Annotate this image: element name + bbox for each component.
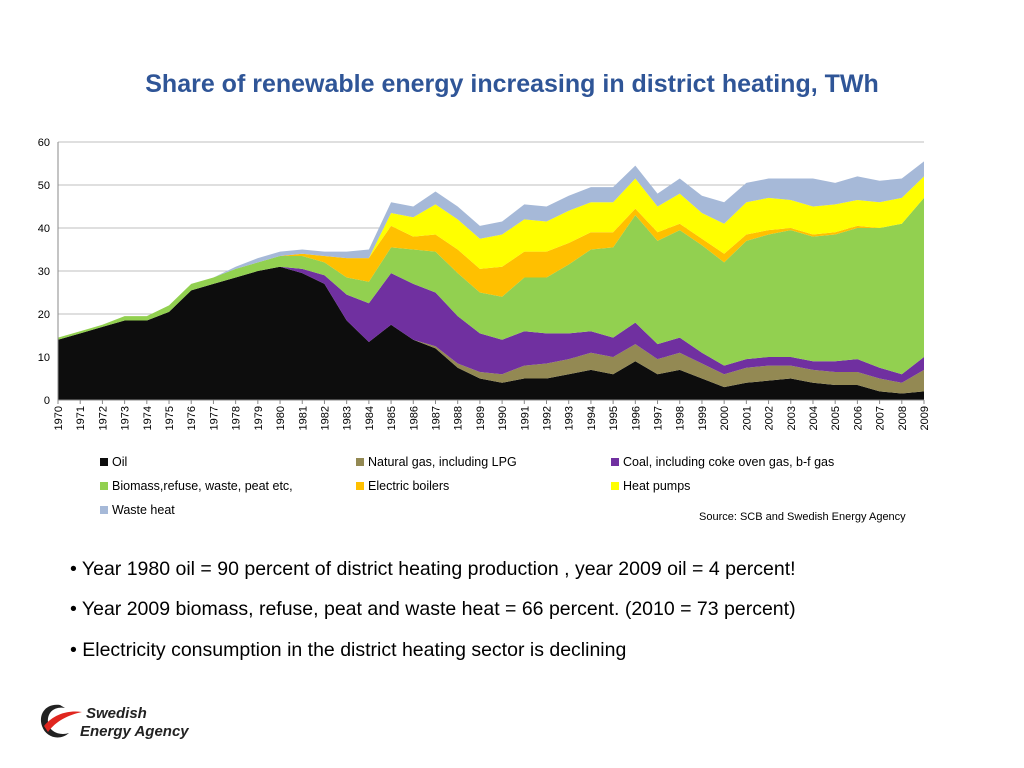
legend-swatch (356, 458, 364, 466)
x-tick-label: 1979 (253, 406, 265, 430)
legend-label: Waste heat (112, 503, 175, 517)
logo-flame-icon (44, 711, 82, 732)
x-tick-label: 2004 (808, 406, 820, 430)
axes: 0 10 20 30 40 50 60 1970 1971 1972 1973 1974 1975 197… (38, 137, 931, 430)
x-tick-label: 1981 (297, 406, 309, 430)
x-tick-label: 1985 (386, 406, 398, 430)
x-tick-label: 1970 (53, 406, 65, 430)
area-series-oil (58, 266, 924, 400)
bullet-point: • Year 1980 oil = 90 percent of district… (70, 558, 796, 580)
x-tick-label: 1995 (608, 406, 620, 430)
area-series-group (58, 161, 924, 400)
x-tick-label: 1996 (630, 406, 642, 430)
x-tick-label: 1999 (697, 406, 709, 430)
legend-swatch (100, 482, 108, 490)
x-tick-label: 2005 (830, 406, 842, 430)
legend-label: Heat pumps (623, 479, 690, 493)
x-tick-label: 1988 (453, 406, 465, 430)
x-tick-label: 1987 (430, 406, 442, 430)
legend-label: Electric boilers (368, 479, 449, 493)
x-tick-label: 2008 (897, 406, 909, 430)
area-series-waste-heat (58, 161, 924, 338)
x-tick-label: 1986 (408, 406, 420, 430)
x-tick-label: 2006 (852, 406, 864, 430)
chart-title: Share of renewable energy increasing in … (145, 70, 879, 98)
legend: Oil Natural gas, including LPG Coal, inclu… (100, 455, 834, 517)
source-note: Source: SCB and Swedish Energy Agency (699, 511, 906, 523)
y-tick-label: 10 (38, 352, 50, 364)
x-tick-label: 1977 (208, 406, 220, 430)
bullet-point: • Year 2009 biomass, refuse, peat and wa… (70, 598, 796, 620)
area-series-heat-pumps (58, 176, 924, 338)
x-tick-label: 2000 (719, 406, 731, 430)
x-tick-label: 1998 (675, 406, 687, 430)
bullet-point: • Electricity consumption in the distric… (70, 639, 627, 661)
x-tick-label: 1991 (519, 406, 531, 430)
swedish-energy-agency-logo: Swedish Energy Agency (40, 704, 189, 740)
x-tick-label: 2009 (919, 406, 931, 430)
x-tick-label: 2001 (741, 406, 753, 430)
legend-label: Oil (112, 455, 127, 469)
x-tick-label: 1989 (475, 406, 487, 430)
x-tick-label: 1976 (186, 406, 198, 430)
legend-swatch (611, 482, 619, 490)
x-tick-label: 1975 (164, 406, 176, 430)
x-tick-label: 1978 (231, 406, 243, 430)
legend-swatch (100, 506, 108, 514)
legend-swatch (611, 458, 619, 466)
area-series-coal-including-coke-oven-gas-b-f-gas (58, 266, 924, 383)
x-tick-label: 1990 (497, 406, 509, 430)
logo-text-line2: Energy Agency (80, 723, 189, 740)
x-tick-label: 2003 (786, 406, 798, 430)
legend-label: Natural gas, including LPG (368, 455, 517, 469)
legend-label: Biomass,refuse, waste, peat etc, (112, 479, 293, 493)
y-tick-label: 60 (38, 137, 50, 149)
x-tick-label: 1973 (120, 406, 132, 430)
x-tick-label: 1997 (653, 406, 665, 430)
logo-text-line1: Swedish (86, 705, 147, 722)
y-tick-label: 20 (38, 309, 50, 321)
x-tick-label: 2002 (764, 406, 776, 430)
legend-label: Coal, including coke oven gas, b-f gas (623, 455, 834, 469)
x-tick-label: 2007 (875, 406, 887, 430)
x-tick-label: 1994 (586, 406, 598, 430)
area-series-natural-gas-including-lpg (58, 266, 924, 394)
x-tick-label: 1993 (564, 406, 576, 430)
x-tick-label: 1971 (75, 406, 87, 430)
area-series-biomass-refuse-waste-peat-etc (58, 197, 924, 375)
y-tick-label: 40 (38, 223, 50, 235)
x-tick-label: 1983 (342, 406, 354, 430)
x-tick-label: 1982 (319, 406, 331, 430)
y-tick-label: 30 (38, 266, 50, 278)
x-tick-label: 1980 (275, 406, 287, 430)
x-tick-label: 1972 (97, 406, 109, 430)
x-tick-label: 1974 (142, 406, 154, 430)
y-tick-label: 0 (44, 395, 50, 407)
legend-swatch (356, 482, 364, 490)
x-tick-label: 1992 (542, 406, 554, 430)
stacked-area-chart: 0 10 20 30 40 50 60 1970 1971 1972 1973 1974 1975 197… (38, 137, 931, 517)
x-tick-label: 1984 (364, 406, 376, 430)
legend-swatch (100, 458, 108, 466)
y-tick-label: 50 (38, 180, 50, 192)
